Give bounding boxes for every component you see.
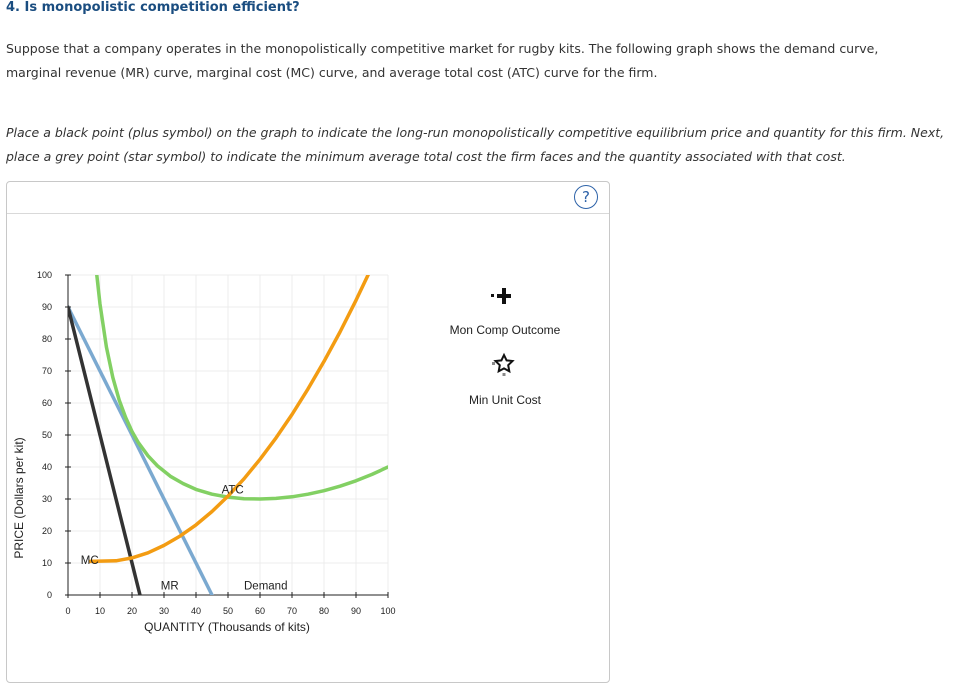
series-atc-curve — [95, 275, 388, 501]
star-point-icon — [492, 352, 515, 376]
y-axis-title: PRICE (Dollars per kit) — [12, 437, 26, 558]
y-tick-label: 80 — [42, 334, 52, 344]
graph-canvas[interactable]: 0 10 20 30 40 50 60 70 80 90 100 0 10 20 30 40 50 60 70 80 9… — [7, 182, 609, 672]
x-tick-label: 30 — [159, 606, 169, 616]
series-mc-curve — [88, 275, 370, 564]
question-instructions: Place a black point (plus symbol) on the… — [6, 125, 945, 164]
help-button[interactable]: ? — [574, 185, 598, 209]
curve-label-demand: Demand — [244, 580, 287, 592]
x-tick-label: 20 — [127, 606, 137, 616]
curve-label-mc: MC — [81, 555, 99, 567]
series-mr-curve — [68, 305, 142, 595]
palette-item-min-cost[interactable] — [492, 352, 515, 376]
y-tick-label: 10 — [42, 558, 52, 568]
panel-header: ? — [7, 182, 609, 214]
x-tick-label: 70 — [287, 606, 297, 616]
x-tick-label: 100 — [380, 606, 395, 616]
curve-label-atc: ATC — [222, 484, 244, 496]
palette-label-min-cost: Min Unit Cost — [469, 393, 542, 407]
y-tick-label: 100 — [37, 270, 52, 280]
x-tick-label: 60 — [255, 606, 265, 616]
y-tick-label: 40 — [42, 462, 52, 472]
y-tick-label: 20 — [42, 526, 52, 536]
question-title: 4. Is monopolistic competition efficient… — [6, 0, 300, 15]
palette: Mon Comp Outcome Min Unit Cost — [450, 288, 561, 407]
grid — [68, 274, 389, 595]
palette-item-mon-comp[interactable] — [491, 288, 511, 304]
curve-labels: MC MR Demand ATC — [81, 484, 288, 592]
y-tick-label: 90 — [42, 302, 52, 312]
y-tick-label: 0 — [47, 590, 52, 600]
x-axis-title: QUANTITY (Thousands of kits) — [144, 620, 310, 634]
series — [68, 275, 388, 595]
plus-point-icon — [491, 288, 511, 304]
y-tick-label: 50 — [42, 430, 52, 440]
series-demand-curve — [68, 305, 214, 595]
palette-label-mon-comp: Mon Comp Outcome — [450, 323, 561, 337]
x-tick-label: 0 — [65, 606, 70, 616]
graph-panel: ? 0 10 20 30 40 50 60 70 80 90 100 0 10 20 30 40 50 60 70 8… — [6, 181, 610, 683]
x-tick-label: 50 — [223, 606, 233, 616]
y-tick-label: 60 — [42, 398, 52, 408]
x-tick-label: 80 — [319, 606, 329, 616]
x-tick-label: 90 — [351, 606, 361, 616]
curve-label-mr: MR — [161, 580, 179, 592]
x-tick-label: 10 — [95, 606, 105, 616]
question-intro: Suppose that a company operates in the m… — [6, 41, 879, 80]
y-tick-label: 70 — [42, 366, 52, 376]
axes: 0 10 20 30 40 50 60 70 80 90 100 0 10 20 30 40 50 60 70 80 9… — [37, 270, 396, 616]
x-tick-label: 40 — [191, 606, 201, 616]
y-tick-label: 30 — [42, 494, 52, 504]
